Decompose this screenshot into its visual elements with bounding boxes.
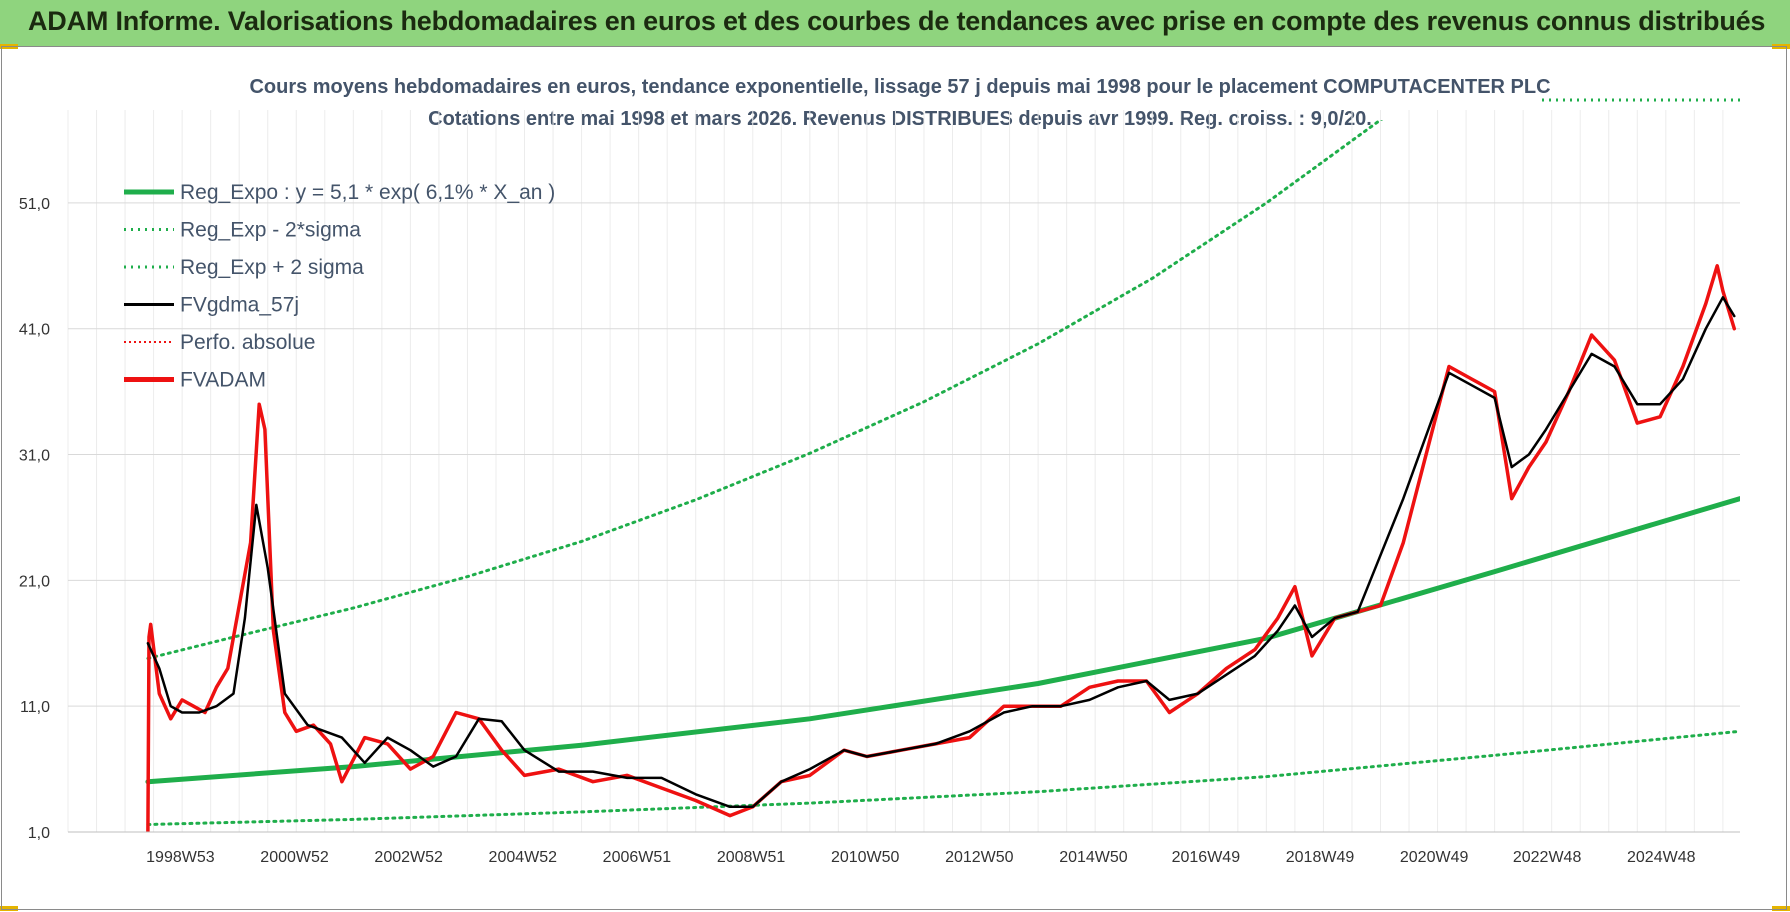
x-tick-label: 2020W49 xyxy=(1400,849,1469,866)
legend-label: FVADAM xyxy=(180,369,266,392)
legend-label: FVgdma_57j xyxy=(180,294,299,317)
x-tick-label: 1998W53 xyxy=(146,849,215,866)
legend: Reg_Expo : y = 5,1 * exp( 6,1% * X_an ) R… xyxy=(124,98,1740,392)
x-tick-label: 2004W52 xyxy=(489,849,558,866)
series-reg-expo xyxy=(145,496,1740,785)
x-tick-label: 2000W52 xyxy=(260,849,329,866)
corner-marker xyxy=(0,906,18,911)
x-tick-label: 2006W51 xyxy=(603,849,672,866)
title-banner: ADAM Informe. Valorisations hebdomadaire… xyxy=(0,0,1790,47)
legend-label: Reg_Expo : y = 5,1 * exp( 6,1% * X_an ) xyxy=(180,181,555,204)
legend-label: Reg_Exp + 2 sigma xyxy=(180,256,364,279)
legend-label: Perfo. absolue xyxy=(180,331,315,354)
series-fvgdma-57j xyxy=(146,296,1736,809)
legend-label: Reg_Exp - 2*sigma xyxy=(180,219,361,242)
y-tick-label: 31,0 xyxy=(19,448,50,465)
y-tick-label: 51,0 xyxy=(19,196,50,213)
x-tick-label: 2014W50 xyxy=(1059,849,1128,866)
chart-frame xyxy=(1,46,1787,910)
x-tick-label: 2008W51 xyxy=(717,849,786,866)
chart-title: Cours moyens hebdomadaires en euros, ten… xyxy=(249,76,1550,98)
series-reg-minus-2sigma xyxy=(146,729,1740,826)
series-fvadam xyxy=(146,264,1737,832)
series xyxy=(145,120,1740,832)
banner-title: ADAM Informe. Valorisations hebdomadaire… xyxy=(28,6,1766,36)
x-tick-label: 2024W48 xyxy=(1627,849,1696,866)
y-tick-label: 1,0 xyxy=(28,825,50,842)
x-tick-label: 2012W50 xyxy=(945,849,1014,866)
y-tick-label: 21,0 xyxy=(19,573,50,590)
chart-subtitle: Cotations entre mai 1998 et mars 2026. R… xyxy=(428,108,1372,130)
x-tick-label: 2002W52 xyxy=(374,849,443,866)
x-tick-label: 2016W49 xyxy=(1172,849,1241,866)
y-tick-label: 41,0 xyxy=(19,322,50,339)
x-tick-label: 2010W50 xyxy=(831,849,900,866)
series-reg-plus-2sigma xyxy=(146,120,1384,660)
corner-marker xyxy=(1772,906,1790,911)
axes: 1,0 11,0 21,0 31,0 41,0 51,0 1998W53 2000W52 200… xyxy=(19,196,1740,866)
y-tick-label: 11,0 xyxy=(20,699,50,716)
x-tick-label: 2022W48 xyxy=(1513,849,1582,866)
x-tick-label: 2018W49 xyxy=(1286,849,1355,866)
